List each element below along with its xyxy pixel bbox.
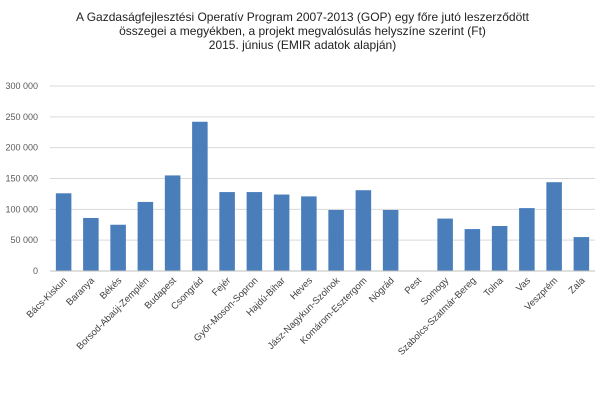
bar bbox=[219, 192, 235, 271]
x-tick-label: Tolna bbox=[482, 275, 506, 299]
chart-title-line-1: A Gazdaságfejlesztési Operatív Program 2… bbox=[76, 10, 529, 24]
bar bbox=[355, 190, 372, 271]
bar bbox=[491, 225, 508, 271]
bar bbox=[573, 237, 590, 271]
x-tick-label: Fejér bbox=[210, 275, 233, 298]
bar bbox=[137, 201, 154, 271]
x-tick-label: Nógrád bbox=[367, 275, 397, 305]
x-tick-label: Bács-Kiskun bbox=[25, 275, 70, 320]
chart-title-line-2: összegei a megyékben, a projekt megvalós… bbox=[119, 24, 486, 38]
y-tick-label: 150 000 bbox=[5, 174, 38, 184]
y-tick-label: 300 000 bbox=[5, 81, 38, 91]
chart-title: A Gazdaságfejlesztési Operatív Program 2… bbox=[0, 10, 605, 52]
bar bbox=[328, 209, 344, 271]
bar bbox=[519, 208, 535, 271]
bar bbox=[437, 218, 453, 271]
bar bbox=[464, 229, 481, 271]
bar bbox=[164, 175, 181, 271]
y-tick-label: 200 000 bbox=[5, 143, 38, 153]
y-tick-label: 0 bbox=[33, 266, 38, 276]
x-tick-label: Vas bbox=[514, 275, 533, 294]
bar bbox=[246, 192, 263, 271]
bar bbox=[83, 217, 99, 271]
x-tick-label: Zala bbox=[567, 275, 588, 296]
bar bbox=[382, 209, 399, 271]
chart-title-line-3: 2015. június (EMIR adatok alapján) bbox=[208, 38, 397, 52]
y-tick-label: 50 000 bbox=[10, 235, 38, 245]
x-tick-label: Baranya bbox=[64, 275, 97, 308]
bar bbox=[273, 194, 290, 271]
x-tick-label: Pest bbox=[403, 275, 424, 296]
bar bbox=[546, 182, 562, 271]
bar bbox=[301, 196, 317, 271]
bar bbox=[192, 121, 208, 272]
bar bbox=[110, 224, 126, 271]
bar bbox=[55, 193, 72, 271]
y-tick-label: 250 000 bbox=[5, 112, 38, 122]
y-tick-label: 100 000 bbox=[5, 204, 38, 214]
